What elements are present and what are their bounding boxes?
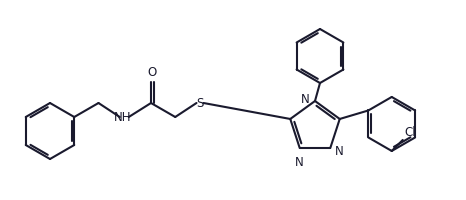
Text: N: N [301,93,310,106]
Text: N: N [335,144,344,157]
Text: N: N [295,155,304,168]
Text: O: O [148,66,157,79]
Text: Cl: Cl [405,125,416,138]
Text: NH: NH [114,111,131,124]
Text: S: S [196,97,203,110]
